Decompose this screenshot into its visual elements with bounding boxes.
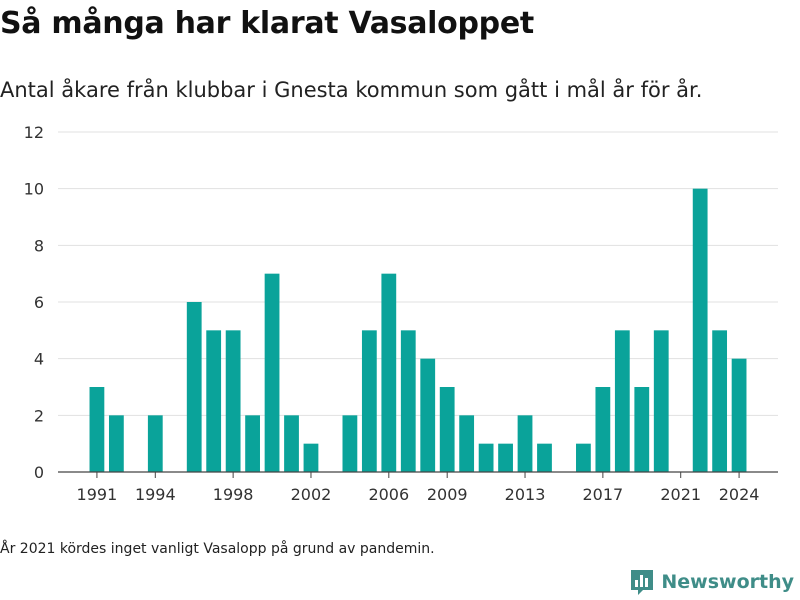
y-tick-label: 4 [34,350,44,369]
brand-name: Newsworthy [661,571,794,593]
bar-2008 [420,358,436,472]
bar-1994 [147,415,163,472]
bar-2009 [439,387,455,472]
x-tick-label: 2024 [719,485,760,504]
bar-1996 [186,302,202,472]
gridlines [58,131,778,416]
x-tick-label: 2017 [583,485,624,504]
bar-2005 [361,330,377,472]
x-tick-label: 2006 [368,485,409,504]
x-tick-label: 2002 [291,485,332,504]
bar-2004 [342,415,358,472]
bar-2024 [731,358,747,472]
bar-2000 [264,273,280,472]
x-tick-label: 1994 [135,485,176,504]
bar-1991 [89,387,105,472]
x-tick-label: 2021 [660,485,701,504]
bar-1992 [108,415,124,472]
brand-logo: Newsworthy [629,568,794,596]
bar-2014 [537,443,552,472]
y-tick-label: 2 [34,406,44,425]
x-tick-label: 2013 [505,485,546,504]
bar-2020 [653,330,669,472]
bar-2006 [381,273,397,472]
bar-2023 [712,330,728,472]
bar-chart-logo-icon [631,570,654,595]
bar-2001 [284,415,299,472]
bar-2007 [400,330,416,472]
y-tick-label: 12 [24,123,44,142]
y-tick-label: 10 [24,180,44,199]
y-tick-label: 0 [34,463,44,482]
bar-1999 [245,415,260,472]
bar-2022 [692,188,708,472]
y-tick-label: 8 [34,236,44,255]
chart-title: Så många har klarat Vasaloppet [0,6,534,41]
bar-1997 [206,330,222,472]
bar-chart: 0 2 4 6 8 10 12 1991 1994 1998 2002 2006 2009 2013 20… [24,123,778,504]
footnote: År 2021 kördes inget vanligt Vasalopp på… [0,541,435,557]
y-axis-ticks: 0 2 4 6 8 10 12 [24,123,44,482]
x-tick-label: 1991 [77,485,118,504]
bar-2019 [634,387,650,472]
bar-2010 [459,415,475,472]
x-axis-ticks: 1991 1994 1998 2002 2006 2009 2013 2017 2021 2024 [77,472,760,504]
bar-2011 [478,443,494,472]
bar-1998 [225,330,241,472]
y-tick-label: 6 [34,293,44,312]
bar-2002 [303,443,319,472]
bar-2013 [517,415,533,472]
bar-2012 [498,443,513,472]
bar-2018 [614,330,630,472]
bar-2017 [595,387,611,472]
bar-2016 [576,443,591,472]
x-tick-label: 1998 [213,485,254,504]
bars [89,188,747,472]
chart-subtitle: Antal åkare från klubbar i Gnesta kommun… [0,78,703,102]
x-tick-label: 2009 [427,485,468,504]
